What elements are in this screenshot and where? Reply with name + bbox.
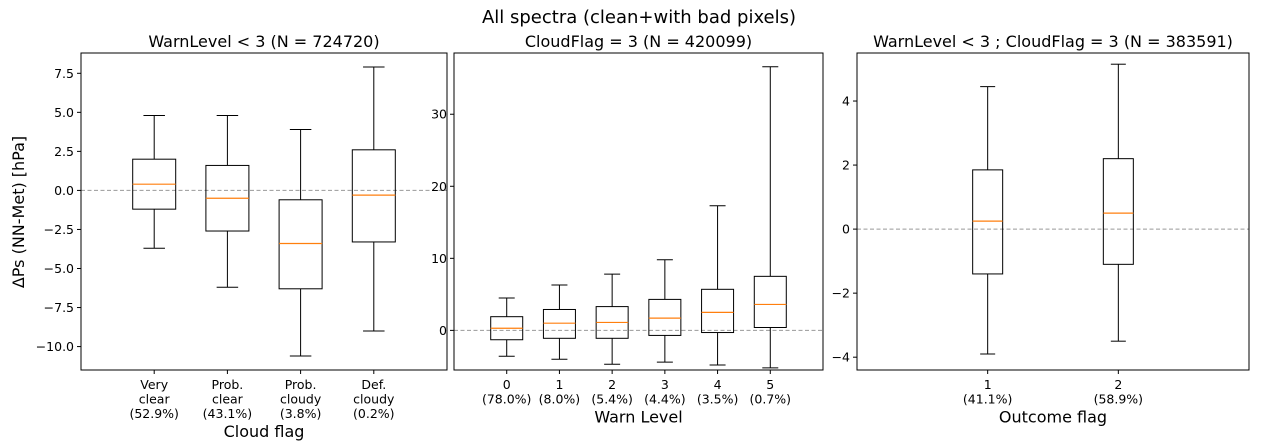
panel-3: −4 −2 0 2 4 1 (41.1%) 2 (58.9%) WarnLevel < 3 ; C… (832, 32, 1250, 427)
box-2 (542, 284, 576, 360)
y-tick-label: 0 (842, 222, 850, 237)
plot-frame (80, 52, 448, 371)
box-3 (278, 129, 323, 357)
panel-title: CloudFlag = 3 (N = 420099) (525, 32, 752, 51)
y-tick-label: −5.0 (44, 261, 74, 276)
x-axis-label: Warn Level (594, 408, 682, 427)
y-tick-label: 2 (842, 158, 850, 173)
iqr-box (1102, 158, 1134, 265)
panel-title: WarnLevel < 3 (N = 724720) (148, 32, 379, 51)
iqr-box (542, 308, 576, 339)
panel-1: −10.0 −7.5 −5.0 −2.5 0.0 2.5 5.0 7.5 Very clear (5… (36, 32, 448, 441)
x-axis-label: Cloud flag (224, 422, 305, 441)
box-3 (595, 273, 629, 365)
box-1 (132, 114, 177, 249)
plot-frame (856, 52, 1250, 371)
y-tick-label: 7.5 (54, 66, 74, 81)
y-tick-label: 30 (431, 107, 447, 122)
x-tick-label: 1 (41.1%) (963, 377, 1012, 407)
box-2 (205, 114, 250, 288)
box-4 (351, 66, 396, 332)
box-2 (1102, 63, 1134, 342)
iqr-box (278, 199, 323, 290)
iqr-box (648, 298, 682, 336)
x-tick-label: Def. cloudy (0.2%) (353, 377, 395, 421)
y-axis-label: ΔPs (NN-Met) [hPa] (9, 136, 28, 288)
y-tick-label: −2.5 (44, 222, 74, 237)
box-6 (753, 66, 787, 369)
y-tick-label: 5.0 (54, 105, 74, 120)
y-tick-label: −4 (832, 350, 850, 365)
box-1 (490, 297, 524, 357)
iqr-box (351, 149, 396, 243)
x-tick-label: 2 (5.4%) (591, 377, 633, 407)
x-tick-label: 2 (58.9%) (1094, 377, 1143, 407)
y-tick-label: 2.5 (54, 144, 74, 159)
y-tick-label: −2 (832, 286, 850, 301)
iqr-box (753, 275, 787, 328)
x-tick-label: 3 (4.4%) (644, 377, 686, 407)
y-tick-label: 10 (431, 251, 447, 266)
box-1 (972, 86, 1004, 355)
panel-title: WarnLevel < 3 ; CloudFlag = 3 (N = 38359… (873, 32, 1233, 51)
x-tick-label: 5 (0.7%) (750, 377, 792, 407)
x-tick-label: Prob. cloudy (3.8%) (280, 377, 322, 421)
y-tick-label: 4 (842, 94, 850, 109)
plot-frame (453, 52, 824, 371)
x-tick-label: 0 (78.0%) (482, 377, 531, 407)
iqr-box (972, 169, 1004, 275)
x-axis-label: Outcome flag (999, 408, 1107, 427)
x-tick-label: 4 (3.5%) (697, 377, 739, 407)
figure-title: All spectra (clean+with bad pixels) (482, 7, 796, 28)
y-tick-label: −7.5 (44, 300, 74, 315)
x-tick-label: Prob. clear (43.1%) (203, 377, 252, 421)
panel-2: 0 10 20 30 0 (78.0%) 1 (8.0%) 2 (5.4%) 3 (4.4%) 4 (3.… (431, 32, 824, 427)
y-tick-label: −10.0 (36, 339, 74, 354)
y-tick-label: 20 (431, 179, 447, 194)
x-tick-label: 1 (8.0%) (539, 377, 581, 407)
y-tick-label: 0.0 (54, 183, 74, 198)
x-tick-label: Very clear (52.9%) (129, 377, 178, 421)
iqr-box (701, 288, 735, 334)
box-4 (648, 259, 682, 363)
y-tick-label: 0 (439, 323, 447, 338)
box-5 (701, 205, 735, 366)
